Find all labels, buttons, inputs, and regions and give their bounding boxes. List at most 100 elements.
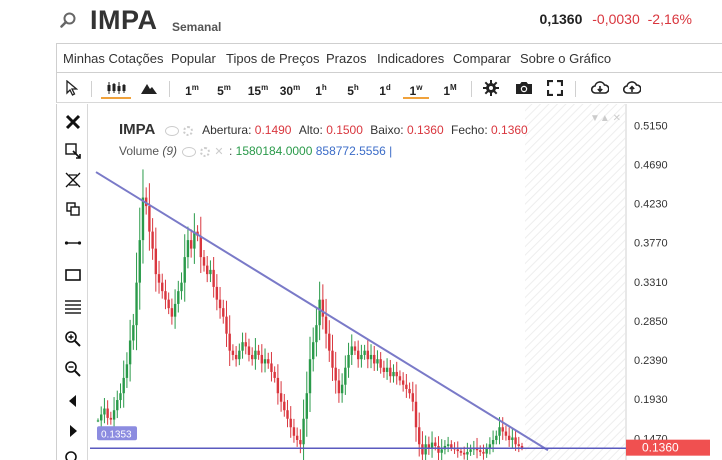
interval-30m-button[interactable]: 30m [279,83,301,98]
candle [498,427,501,436]
menu-periods[interactable]: Prazos [326,51,367,66]
candle [222,308,225,317]
candle [206,265,209,275]
copy-icon[interactable] [64,200,82,218]
candle [154,248,158,275]
interval-5m-button[interactable]: 5m [217,83,231,98]
candle [495,435,498,441]
candle [180,282,183,292]
candle [376,359,379,364]
eraser-icon[interactable] [64,171,82,189]
candle [459,451,463,453]
menu-indicators[interactable]: Indicadores [377,51,445,66]
zoom-out-icon[interactable] [64,360,82,378]
candle [238,350,241,360]
candle [485,448,488,454]
candle [167,299,170,309]
candle [299,440,302,445]
search-icon[interactable] [60,12,76,28]
last-price-tag: 0.1360 [626,439,710,456]
candle [312,342,315,360]
svg-text:0.1353: 0.1353 [101,429,132,440]
candle [106,408,109,418]
menu-popular[interactable]: Popular [171,51,216,66]
candle [263,359,267,364]
price-tick-label: 0.1930 [634,394,668,406]
upload-icon[interactable] [621,77,643,99]
candle [138,240,141,283]
chart-corner-icons: ▼▲ ✕ [590,113,621,124]
candle [491,440,495,445]
candle [437,445,440,453]
volume-visibility-icon[interactable] [182,146,197,157]
candle [109,417,113,420]
interval-1w-button[interactable]: 1w [403,77,429,99]
volume-settings-icon[interactable] [200,146,211,157]
series-settings-icon[interactable] [182,125,193,136]
close-pane-icon[interactable]: ✕ [612,113,621,124]
download-icon[interactable] [589,77,611,99]
price-chart[interactable]: 0.5150 0.4690 0.4230 0.3770 0.3310 0.2850 0.23… [90,104,722,460]
interval-1d-button[interactable]: 1d [379,83,391,98]
fibonacci-icon[interactable] [64,297,82,315]
candle [209,269,212,275]
toolbar-separator [91,81,92,97]
candle [347,354,350,368]
candle [164,291,167,300]
candle [321,299,325,317]
visibility-icon[interactable] [164,125,179,136]
menu-price-types[interactable]: Tipos de Preços [226,51,320,66]
candle [257,350,260,355]
rectangle-tool-icon[interactable] [64,266,82,284]
price-summary: 0,1360 -0,0030 -2,16% [540,11,696,27]
candle [366,350,370,360]
interval-5h-button[interactable]: 5h [347,83,359,98]
zoom-in-icon[interactable] [64,330,82,348]
interval-15m-button[interactable]: 15m [247,83,269,98]
candle [202,257,206,266]
candle [260,354,264,364]
settings-icon[interactable] [481,77,501,99]
close-icon[interactable] [64,113,82,131]
candle [250,354,254,360]
fullscreen-icon[interactable] [545,77,565,99]
menu-compare[interactable]: Comparar [453,51,511,66]
move-down-icon[interactable]: ▼ [590,113,600,124]
camera-icon[interactable] [513,77,535,99]
interval-1h-button[interactable]: 1h [315,83,327,98]
candle [141,197,145,241]
candle [456,449,459,452]
candle [434,442,437,446]
candle [504,431,508,436]
candle [244,342,247,347]
candle [308,359,312,394]
menu-my-quotes[interactable]: Minhas Cotações [63,51,164,66]
cursor-icon[interactable] [63,77,81,99]
menu-about-chart[interactable]: Sobre o Gráfico [520,51,612,66]
price-change: -0,0030 [592,11,640,27]
candle [511,437,514,441]
move-up-icon[interactable]: ▲ [599,113,610,124]
symbol-title: IMPA [90,5,158,35]
candle [482,451,485,454]
candle [408,388,411,394]
candle [132,325,135,341]
trendline[interactable] [95,171,549,452]
candle [353,346,357,351]
volume-remove-icon[interactable]: ✕ [214,146,224,159]
mountain-icon[interactable] [139,77,159,99]
interval-1m-button[interactable]: 1m [185,83,199,98]
interval-1M-button[interactable]: 1M [443,83,457,98]
magnify-icon[interactable] [64,450,82,460]
candle [517,444,520,446]
open-label: Abertura: [202,123,252,137]
scroll-right-icon[interactable] [64,422,82,440]
candle [270,363,273,372]
scroll-left-icon[interactable] [64,392,82,410]
candle [116,400,119,411]
line-tool-icon[interactable] [64,234,82,252]
candle [96,420,100,422]
crosshair-icon[interactable] [64,142,82,160]
candlestick-icon[interactable] [101,77,131,99]
candle [112,410,116,420]
